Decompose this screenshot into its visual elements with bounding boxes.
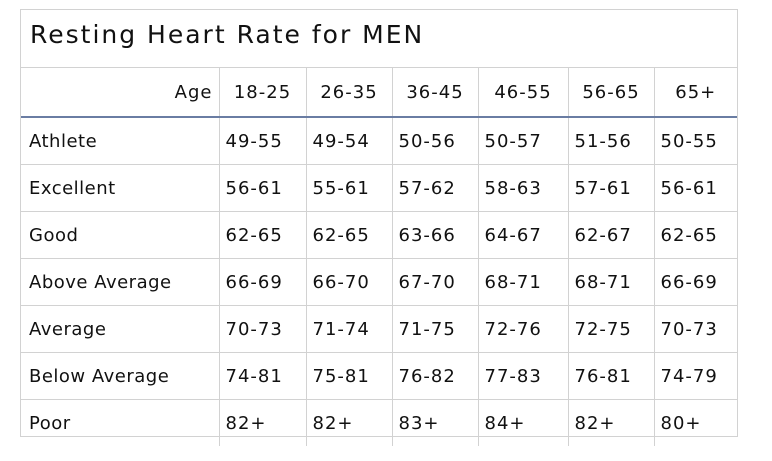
table-cell: 49-54	[305, 117, 392, 165]
table-cell: 72-76	[477, 305, 568, 353]
table-cell: 62-65	[305, 211, 392, 259]
table-cell: 67-70	[391, 258, 478, 306]
age-group-header: 46-55	[477, 67, 568, 118]
table-row: Average 70-73 71-74 71-75 72-76 72-75 70…	[21, 305, 737, 353]
table-cell: 66-69	[218, 258, 306, 306]
age-group-header: 36-45	[391, 67, 478, 118]
table-cell: 68-71	[477, 258, 568, 306]
table-cell: 84+	[477, 399, 568, 446]
table-cell: 82+	[218, 399, 306, 446]
table-cell: 77-83	[477, 352, 568, 400]
table-cell: 71-74	[305, 305, 392, 353]
header-row: Age 18-25 26-35 36-45 46-55 56-65 65+	[21, 67, 737, 118]
table-cell: 56-61	[653, 164, 737, 212]
age-group-header: 56-65	[567, 67, 654, 118]
table-cell: 62-65	[653, 211, 737, 259]
table-row: Excellent 56-61 55-61 57-62 58-63 57-61 …	[21, 164, 737, 212]
table-cell: 74-79	[653, 352, 737, 400]
table-cell: 66-69	[653, 258, 737, 306]
category-label: Average	[21, 305, 219, 353]
category-label: Poor	[21, 399, 219, 446]
table-cell: 50-57	[477, 117, 568, 165]
table-cell: 80+	[653, 399, 737, 446]
table-cell: 62-65	[218, 211, 306, 259]
heart-rate-table: Age 18-25 26-35 36-45 46-55 56-65 65+ At…	[21, 67, 737, 446]
table-row: Poor 82+ 82+ 83+ 84+ 82+ 80+	[21, 399, 737, 446]
age-group-header: 26-35	[305, 67, 392, 118]
table-cell: 51-56	[567, 117, 654, 165]
table-cell: 63-66	[391, 211, 478, 259]
table-cell: 72-75	[567, 305, 654, 353]
table-cell: 66-70	[305, 258, 392, 306]
table-cell: 56-61	[218, 164, 306, 212]
table-title: Resting Heart Rate for MEN	[30, 20, 425, 49]
table-cell: 58-63	[477, 164, 568, 212]
table-cell: 55-61	[305, 164, 392, 212]
category-label: Above Average	[21, 258, 219, 306]
table-row: Below Average 74-81 75-81 76-82 77-83 76…	[21, 352, 737, 400]
table-cell: 50-56	[391, 117, 478, 165]
table-cell: 49-55	[218, 117, 306, 165]
table-row: Above Average 66-69 66-70 67-70 68-71 68…	[21, 258, 737, 306]
table-cell: 75-81	[305, 352, 392, 400]
category-label: Excellent	[21, 164, 219, 212]
table-cell: 76-82	[391, 352, 478, 400]
table-cell: 50-55	[653, 117, 737, 165]
table-cell: 82+	[305, 399, 392, 446]
table-cell: 57-62	[391, 164, 478, 212]
heart-rate-table-panel: Resting Heart Rate for MEN Age 18-25 26-…	[20, 9, 738, 446]
table-cell: 64-67	[477, 211, 568, 259]
age-group-header: 18-25	[218, 67, 306, 118]
table-cell: 82+	[567, 399, 654, 446]
table-cell: 76-81	[567, 352, 654, 400]
category-label: Athlete	[29, 130, 98, 152]
table-cell: 70-73	[653, 305, 737, 353]
category-label: Below Average	[21, 352, 219, 400]
age-group-header: 65+	[653, 67, 737, 118]
table-cell: 74-81	[218, 352, 306, 400]
category-label: Good	[21, 211, 219, 259]
table-cell: 71-75	[391, 305, 478, 353]
table-cell: 68-71	[567, 258, 654, 306]
age-header: Age	[21, 67, 219, 118]
table-row: Athlete 49-55 49-54 50-56 50-57 51-56 50…	[21, 117, 737, 165]
table-row: Good 62-65 62-65 63-66 64-67 62-67 62-65	[21, 211, 737, 259]
table-cell: 57-61	[567, 164, 654, 212]
table-cell: 62-67	[567, 211, 654, 259]
table-cell: 70-73	[218, 305, 306, 353]
table-cell: 83+	[391, 399, 478, 446]
